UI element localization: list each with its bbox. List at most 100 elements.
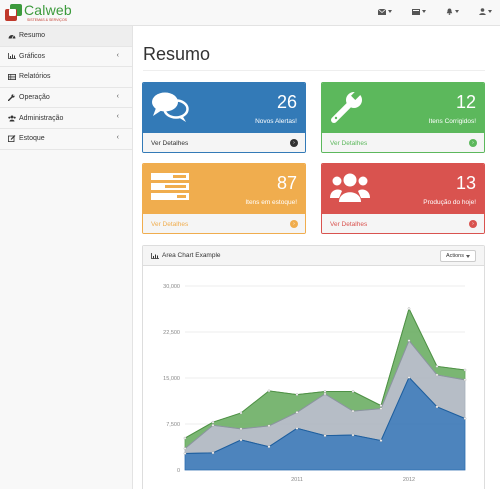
chevron-down-icon (388, 10, 392, 13)
sidebar-item-relatorios[interactable]: Relatórios (0, 67, 132, 88)
chart-panel-header: Area Chart Example Actions (143, 246, 484, 266)
messages-dropdown[interactable] (378, 8, 392, 15)
x-tick-label: 2011 (291, 477, 303, 483)
sidebar-item-operacao[interactable]: Operação ‹ (0, 88, 132, 109)
edit-icon (7, 135, 16, 143)
user-dropdown[interactable] (479, 8, 492, 15)
sidebar-item-graficos[interactable]: Gráficos ‹ (0, 47, 132, 68)
area-chart-panel: Area Chart Example Actions 0 7,500 15,000 2… (142, 245, 485, 489)
data-point (407, 376, 411, 379)
chevron-down-icon (466, 254, 470, 258)
tasks-icon (412, 8, 420, 15)
stock-items-label: Itens em estoque! (245, 199, 297, 206)
tasks-dropdown[interactable] (412, 8, 426, 15)
actions-dropdown-button[interactable]: Actions (439, 250, 476, 262)
title-divider (143, 70, 485, 71)
chevron-down-icon (488, 10, 492, 13)
y-tick-label: 15,000 (163, 376, 180, 382)
y-tick-label: 22,500 (163, 330, 180, 336)
data-point (435, 365, 439, 368)
chevron-left-icon: ‹ (116, 133, 119, 141)
alerts-details-link[interactable]: Ver Detalhes › (143, 133, 305, 152)
data-point (463, 417, 467, 420)
data-point (379, 439, 383, 442)
tasks-icon (151, 173, 189, 200)
alerts-dropdown[interactable] (446, 8, 459, 15)
top-navbar: Calweb SISTEMAS & SERVIÇOS (0, 0, 500, 26)
sidebar-item-label: Relatórios (19, 73, 51, 81)
page-title: Resumo (143, 44, 211, 64)
sidebar-item-label: Gráficos (19, 52, 46, 60)
data-point (295, 426, 299, 430)
data-point (323, 390, 327, 393)
comments-icon (152, 92, 189, 122)
brand-logo[interactable]: Calweb SISTEMAS & SERVIÇOS (5, 2, 75, 23)
logo-mark (5, 4, 22, 21)
chevron-down-icon (455, 10, 459, 13)
arrow-circle-right-icon: › (469, 139, 477, 147)
panel-new-alerts: 26 Novos Alertas! Ver Detalhes › (142, 82, 306, 153)
data-point (463, 378, 467, 382)
table-icon (7, 73, 16, 80)
stock-items-count: 87 (276, 173, 297, 193)
data-point (351, 390, 355, 393)
sidebar-item-administracao[interactable]: Administração ‹ (0, 108, 132, 129)
production-count: 13 (455, 173, 476, 193)
data-point (463, 368, 467, 372)
sidebar-item-resumo[interactable]: Resumo (0, 26, 132, 47)
data-point (323, 392, 327, 396)
sidebar-item-label: Resumo (19, 32, 46, 40)
data-point (407, 307, 411, 310)
user-icon (479, 8, 486, 15)
chevron-left-icon: ‹ (116, 51, 119, 59)
production-label: Produção do hoje! (423, 199, 476, 206)
dashboard-icon (7, 33, 16, 39)
data-point (351, 433, 355, 437)
data-point (183, 436, 187, 440)
data-point (379, 407, 383, 410)
production-details-link[interactable]: Ver Detalhes › (322, 214, 484, 233)
details-link-label: Ver Detalhes (151, 221, 189, 228)
data-point (239, 411, 243, 415)
sidebar: Resumo Gráficos ‹ Relatórios Operação ‹ … (0, 26, 133, 489)
wrench-icon (7, 94, 16, 102)
arrow-circle-right-icon: › (290, 220, 298, 228)
alerts-label: Novos Alertas! (255, 118, 297, 125)
fixed-items-details-link[interactable]: Ver Detalhes › (322, 133, 484, 152)
data-point (211, 420, 215, 424)
sidebar-item-estoque[interactable]: Estoque ‹ (0, 129, 132, 150)
data-point (407, 339, 411, 342)
users-icon (330, 173, 370, 202)
y-tick-label: 7,500 (166, 422, 180, 428)
users-icon (7, 115, 16, 122)
data-point (211, 423, 215, 427)
data-point (239, 438, 243, 442)
area-chart: 0 7,500 15,000 22,500 30,000 2011 2012 (163, 284, 467, 483)
fixed-items-label: Itens Corrigidos! (428, 118, 476, 125)
data-point (351, 409, 355, 413)
data-point (183, 447, 187, 450)
y-tick-label: 0 (177, 468, 180, 474)
data-point (435, 373, 439, 377)
brand-tagline: SISTEMAS & SERVIÇOS (27, 18, 68, 22)
actions-button-label: Actions (445, 253, 464, 259)
data-point (211, 451, 215, 455)
arrow-circle-right-icon: › (290, 139, 298, 147)
data-point (267, 389, 271, 393)
data-point (295, 411, 299, 414)
bar-chart-icon (7, 53, 16, 60)
data-point (239, 427, 243, 431)
data-point (323, 434, 327, 437)
chevron-down-icon (422, 10, 426, 13)
stock-items-details-link[interactable]: Ver Detalhes › (143, 214, 305, 233)
panel-stock-items: 87 Itens em estoque! Ver Detalhes › (142, 163, 306, 234)
data-point (295, 393, 299, 396)
chevron-left-icon: ‹ (116, 113, 119, 121)
arrow-circle-right-icon: › (469, 220, 477, 228)
sidebar-item-label: Operação (19, 94, 50, 102)
x-tick-label: 2012 (403, 477, 415, 483)
panel-fixed-items: 12 Itens Corrigidos! Ver Detalhes › (321, 82, 485, 153)
details-link-label: Ver Detalhes (151, 140, 189, 147)
details-link-label: Ver Detalhes (330, 221, 368, 228)
envelope-icon (378, 8, 386, 15)
